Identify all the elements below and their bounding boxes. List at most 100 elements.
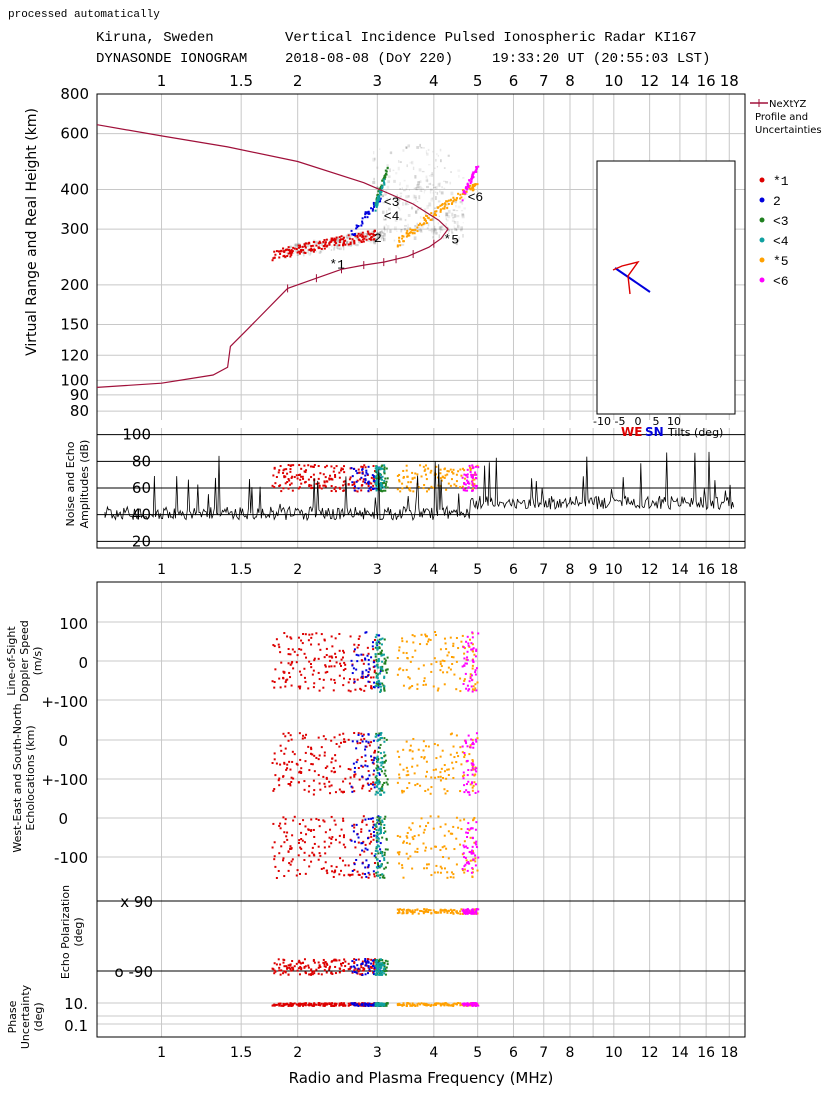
polarization-point [384, 973, 387, 976]
echo-cloud-dot [417, 181, 420, 183]
we-location-point [353, 823, 356, 826]
polarization-point [464, 911, 467, 914]
we-location-point [292, 819, 295, 822]
sn-location-point [471, 781, 474, 784]
polarization-point [289, 967, 292, 970]
echo-point-1 [302, 249, 305, 252]
amplitude-point [278, 469, 281, 472]
echo-cloud-dot [436, 192, 439, 195]
phase-point [411, 1004, 414, 1007]
echo-point-1 [285, 248, 288, 251]
sn-location-point [463, 784, 466, 787]
doppler-point [374, 653, 377, 656]
echo-cloud-dot [412, 194, 416, 199]
echo-cloud-dot [431, 172, 433, 175]
sn-location-point [317, 736, 320, 739]
echo-cloud-dot [436, 166, 439, 168]
sn-location-point [461, 775, 464, 778]
we-location-point [289, 845, 292, 848]
phase-point [320, 1002, 323, 1005]
sn-location-point [459, 746, 462, 749]
amplitude-point [468, 464, 471, 467]
sn-location-point [462, 777, 465, 780]
doppler-point [375, 641, 378, 644]
echo-cloud-dot [307, 246, 310, 248]
doppler-point [285, 679, 288, 682]
sn-location-point [434, 776, 437, 779]
doppler-point [367, 670, 370, 673]
polarization-point [358, 968, 361, 971]
we-location-point [303, 841, 306, 844]
sn-location-point [283, 762, 286, 765]
amplitude-point [334, 486, 337, 489]
amplitude-point [474, 471, 477, 474]
doppler-point [398, 646, 401, 649]
echo-cloud-dot [462, 222, 464, 224]
amplitude-point [356, 472, 359, 475]
polarization-point [283, 959, 286, 962]
echo-cloud-dot [416, 222, 419, 227]
echo-point-2 [367, 212, 370, 215]
we-location-point [358, 874, 361, 877]
doppler-point [357, 654, 360, 657]
amplitude-point [313, 464, 316, 467]
we-location-point [328, 836, 331, 839]
we-location-point [360, 876, 363, 879]
mid-freq-tick: 16 [697, 562, 715, 578]
sn-location-point [328, 780, 331, 783]
phase-point [474, 1002, 477, 1005]
we-location-point [383, 857, 386, 860]
sn-location-point [376, 739, 379, 742]
amplitude-point [329, 474, 332, 477]
we-location-point [425, 867, 428, 870]
sn-location-point [381, 762, 384, 765]
we-location-point [324, 831, 327, 834]
sn-location-point [455, 734, 458, 737]
echo-cloud-dot [434, 167, 436, 169]
amplitude-point [376, 480, 379, 483]
polarization-point [300, 967, 303, 970]
amplitude-point [362, 478, 365, 481]
echo-point-5 [460, 196, 463, 199]
polarization-point [374, 969, 377, 972]
sn-location-point [383, 755, 386, 758]
sn-location-point [279, 763, 282, 766]
sn-location-point [360, 756, 363, 759]
doppler-point [297, 636, 300, 639]
echo-cloud-dot [440, 228, 442, 230]
mid-freq-tick: 3 [373, 562, 382, 578]
echo-point-5 [433, 212, 436, 215]
echo-cloud-dot [413, 202, 416, 204]
amplitude-point [383, 481, 386, 484]
echo-cloud-dot [373, 240, 376, 245]
sn-location-point [467, 734, 470, 737]
we-location-point [298, 839, 301, 842]
amplitude-point [277, 471, 280, 474]
we-location-point [373, 834, 376, 837]
sn-location-point [324, 738, 327, 741]
doppler-point [300, 648, 303, 651]
sn-location-point [324, 766, 327, 769]
amplitude-point [475, 484, 478, 487]
echo-point-5 [417, 224, 420, 227]
amplitude-point [470, 480, 473, 483]
legend-marker-label: *1 [773, 174, 789, 189]
doppler-point [319, 648, 322, 651]
doppler-point [471, 631, 474, 634]
doppler-point [354, 688, 357, 691]
we-location-point [443, 845, 446, 848]
doppler-point [465, 640, 468, 643]
echo-cloud-dot [354, 242, 356, 246]
we-location-point [279, 827, 282, 830]
we-location-point [377, 863, 380, 866]
bottom-freq-tick: 6 [509, 1045, 518, 1061]
legend-marker-label: <6 [773, 274, 789, 289]
echo-point-5 [449, 199, 452, 202]
echo-cloud-dot [395, 172, 398, 175]
doppler-point [286, 678, 289, 681]
amplitude-point [330, 489, 333, 492]
we-location-point [449, 832, 452, 835]
echo-cloud-dot [328, 246, 331, 250]
we-location-point [310, 829, 313, 832]
we-location-point [378, 819, 381, 822]
